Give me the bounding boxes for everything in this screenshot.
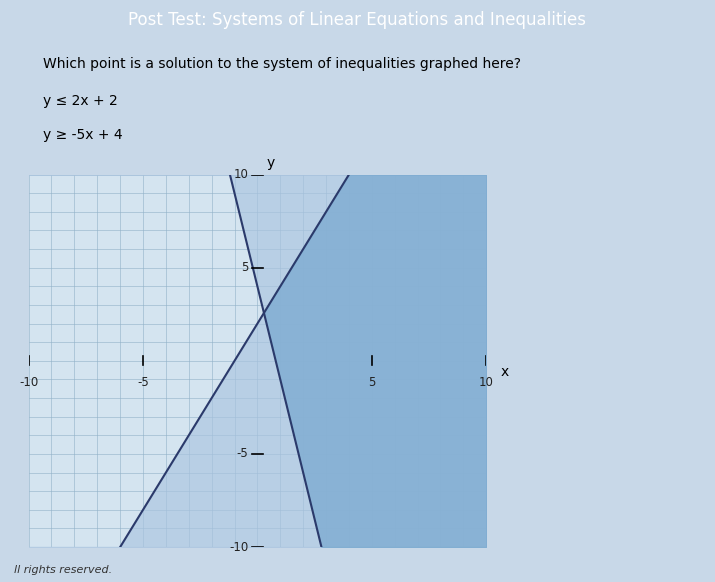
Text: 5: 5	[368, 376, 375, 389]
Text: y: y	[267, 157, 275, 171]
Text: y ≥ -5x + 4: y ≥ -5x + 4	[43, 128, 122, 142]
Text: -10: -10	[229, 541, 248, 553]
Text: 5: 5	[241, 261, 248, 274]
Text: -5: -5	[237, 448, 248, 460]
Text: -5: -5	[137, 376, 149, 389]
Text: 10: 10	[479, 376, 493, 389]
Text: -10: -10	[19, 376, 38, 389]
Text: y ≤ 2x + 2: y ≤ 2x + 2	[43, 94, 118, 108]
Text: Post Test: Systems of Linear Equations and Inequalities: Post Test: Systems of Linear Equations a…	[129, 12, 586, 29]
Text: 10: 10	[233, 168, 248, 181]
Text: Which point is a solution to the system of inequalities graphed here?: Which point is a solution to the system …	[43, 57, 521, 71]
Text: ll rights reserved.: ll rights reserved.	[14, 565, 112, 576]
Text: x: x	[500, 365, 508, 379]
